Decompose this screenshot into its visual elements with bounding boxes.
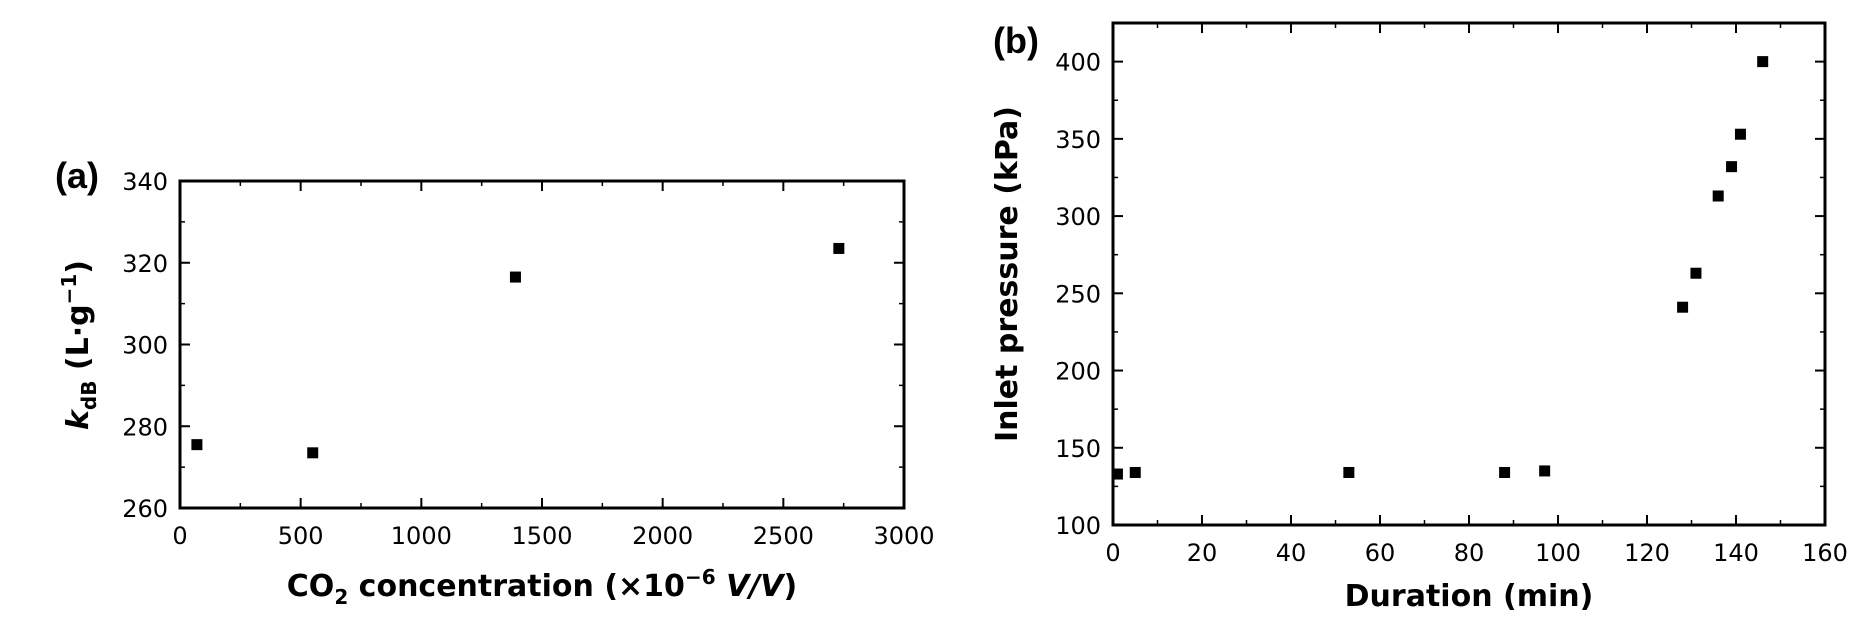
chart-b-xlabel: Duration (min) [1345,579,1594,614]
chart-a-data-point [833,242,845,254]
panel-label-a: (a) [55,155,99,196]
chart-a-points [191,242,845,459]
chart-b-xtick-label: 140 [1713,539,1759,567]
chart-a-xtick-label: 0 [172,522,187,550]
chart-b-data-point [1539,465,1551,477]
chart-b-data-point [1499,466,1511,478]
chart-b-points [1111,56,1769,480]
chart-b-data-point [1677,301,1689,313]
chart-a-ytick-label: 280 [122,413,168,441]
chart-a-data-point [307,447,319,459]
chart-a-ytick-label: 300 [122,332,168,360]
chart-a-data-point [509,271,521,283]
chart-b-ytick-label: 250 [1055,280,1101,308]
chart-b-ticks: 0 20 40 60 80 100 120 140 160 100 150 200 250 300 350 4… [1055,23,1848,567]
chart-b-ytick-label: 200 [1055,358,1101,386]
chart-b-xtick-label: 160 [1802,539,1848,567]
chart-b-xtick-label: 100 [1535,539,1581,567]
chart-b-ytick-label: 400 [1055,49,1101,77]
chart-a-xtick-label: 3000 [873,522,934,550]
panel-label-b: (b) [993,20,1039,61]
chart-b-data-point [1343,466,1355,478]
chart-b-data-point [1690,267,1702,279]
chart-b-data-point [1734,128,1746,140]
chart-b-data-point [1757,56,1769,68]
chart-b-xtick-label: 40 [1276,539,1307,567]
chart-a-ticks: 0 500 1000 1500 2000 2500 3000 260 280 300 320 340 [122,168,934,550]
chart-b-xtick-label: 0 [1105,539,1120,567]
chart-a-plot-frame [178,179,906,510]
chart-a-data-point [191,439,203,451]
chart-a-ytick-label: 340 [122,168,168,196]
chart-b-plot-frame [1111,21,1827,527]
chart-b-xtick-label: 80 [1454,539,1485,567]
chart-a-ytick-label: 320 [122,250,168,278]
chart-b-data-point [1129,466,1141,478]
chart-b-xtick-label: 60 [1365,539,1396,567]
chart-panel-a: (a) 0 500 1000 1500 2000 2500 3000 260 280 300 320… [55,155,935,609]
chart-a-xtick-label: 2000 [632,522,693,550]
chart-a-xlabel: CO2 concentration (×10−6 V/V) [287,565,797,609]
chart-a-xtick-label: 500 [278,522,324,550]
chart-panel-b: (b) 0 20 40 60 80 100 120 140 160 100 150 200 250 300… [990,20,1848,614]
chart-b-ylabel: Inlet pressure (kPa) [990,106,1025,442]
chart-a-xtick-label: 1500 [511,522,572,550]
chart-a-ytick-label: 260 [122,495,168,523]
chart-a-xtick-label: 1000 [391,522,452,550]
chart-b-data-point [1726,161,1738,173]
chart-b-xtick-label: 120 [1624,539,1670,567]
chart-b-ytick-label: 350 [1055,126,1101,154]
chart-b-xtick-label: 20 [1187,539,1218,567]
chart-b-data-point [1111,468,1123,480]
chart-a-ylabel: kdB (L·g−1) [57,260,101,430]
chart-b-data-point [1712,190,1724,202]
chart-a-xtick-label: 2500 [753,522,814,550]
chart-b-ytick-label: 100 [1055,512,1101,540]
chart-b-ytick-label: 300 [1055,203,1101,231]
chart-b-ytick-label: 150 [1055,435,1101,463]
